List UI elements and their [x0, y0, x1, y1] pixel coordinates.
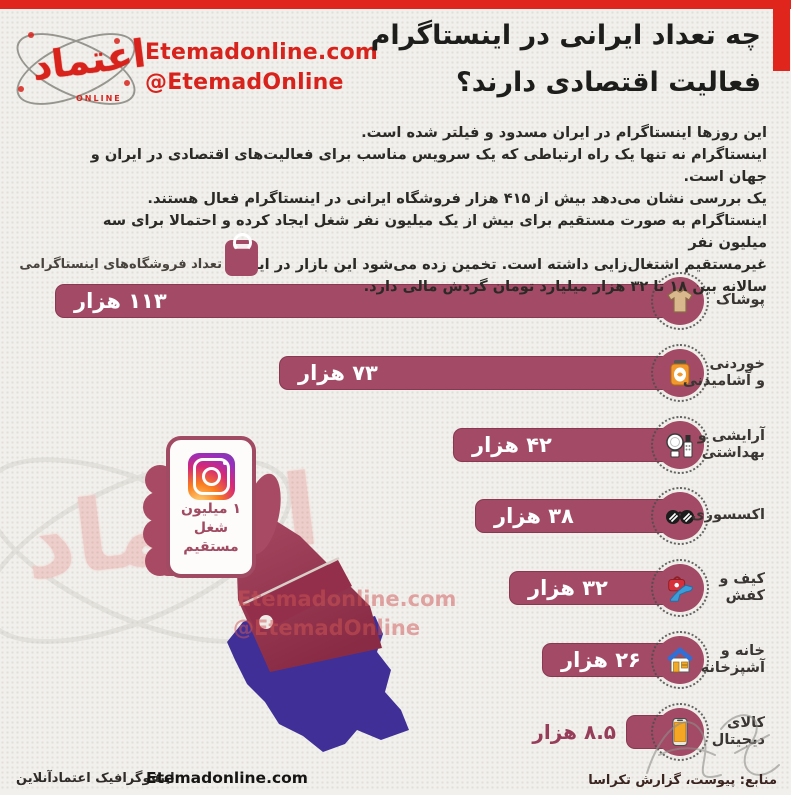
bar-value: ۸.۵ هزار — [532, 720, 616, 744]
logo-dot — [18, 86, 24, 92]
title-line-1: چه تعداد ایرانی در اینستاگرام — [370, 20, 761, 51]
category-label: کیف و کفش — [719, 571, 765, 604]
instagram-icon — [187, 453, 235, 500]
cosmetics-icon — [656, 421, 704, 469]
phone-stat-line: مستقیم — [183, 539, 239, 555]
bar-value: ۷۳ هزار — [298, 361, 378, 385]
title-line-2: فعالیت اقتصادی دارند؟ — [456, 67, 761, 98]
clothing-icon — [656, 277, 704, 325]
logo-online-text: ONLINE — [76, 94, 122, 103]
category-label: خوردنی و آشامیدنی — [682, 356, 765, 389]
etemad-logo: اعتماد ONLINE — [6, 18, 148, 120]
category-dotted-ring — [651, 703, 709, 761]
category-dotted-ring — [651, 416, 709, 474]
category-dotted-ring — [651, 344, 709, 402]
footer-credit: اینفوگرافیک اعتمادآنلاین — [16, 771, 175, 786]
logo-dot — [124, 80, 130, 86]
category-dotted-ring — [651, 559, 709, 617]
logo-dot — [28, 32, 34, 38]
bar: ۴۲ هزار — [453, 428, 688, 462]
footer-sources: منابع: پیوست، گزارش تکراسا — [588, 773, 777, 788]
category-label: اکسسوری — [691, 507, 765, 523]
brand-handle: @EtemadOnline — [145, 70, 344, 95]
title-red-tab — [773, 0, 790, 71]
chart-legend: تعداد فروشگاه‌های اینستاگرامی — [19, 233, 258, 276]
bar-value: ۱۱۳ هزار — [74, 289, 167, 313]
phone-stat-line: شغل — [193, 520, 229, 536]
bag-shoe-icon — [656, 564, 704, 612]
home-kitchen-icon — [656, 636, 704, 684]
bar-value: ۳۲ هزار — [528, 576, 608, 600]
legend-label: تعداد فروشگاه‌های اینستاگرامی — [19, 256, 222, 272]
brand-url: Etemadonline.com — [145, 40, 379, 65]
camera-outline — [192, 458, 230, 495]
bar-value: ۲۶ هزار — [561, 648, 641, 672]
camera-lens — [201, 467, 221, 486]
intro-text: این روزها اینستاگرام در ایران مسدود و فی… — [90, 124, 767, 295]
category-dotted-ring — [651, 631, 709, 689]
footer-site: Etemadonline.com — [146, 769, 308, 787]
cuff-band — [244, 560, 352, 634]
phone-screen: ۱ میلیون شغل مستقیم — [166, 436, 256, 578]
hand-phone-map-illustration: ۱ میلیون شغل مستقیم — [120, 410, 440, 791]
phone-stat-line: ۱ میلیون — [181, 501, 241, 517]
shopping-bag-icon — [225, 233, 258, 276]
cuff-line — [242, 556, 340, 606]
food-drink-icon — [656, 349, 704, 397]
top-red-bar — [0, 0, 791, 9]
bar-value: ۴۲ هزار — [472, 433, 552, 457]
bar: ۱۱۳ هزار — [55, 284, 688, 318]
bar-value: ۳۸ هزار — [494, 504, 574, 528]
category-dotted-ring — [651, 487, 709, 545]
signature-watermark — [646, 714, 780, 778]
accessories-icon — [656, 492, 704, 540]
page-title: چه تعداد ایرانی در اینستاگرام فعالیت اقت… — [331, 12, 761, 106]
camera-flash-dot — [222, 461, 227, 465]
category-label: پوشاک — [715, 292, 765, 308]
category-dotted-ring — [651, 272, 709, 330]
cuff-button — [259, 615, 273, 629]
brand-block: Etemadonline.com @EtemadOnline — [145, 38, 378, 98]
category-label: خانه و آشپزخانه — [700, 643, 765, 676]
bar: ۷۳ هزار — [279, 356, 688, 390]
logo-dot — [114, 38, 120, 44]
category-label: آرایشی و بهداشتی — [697, 428, 765, 461]
